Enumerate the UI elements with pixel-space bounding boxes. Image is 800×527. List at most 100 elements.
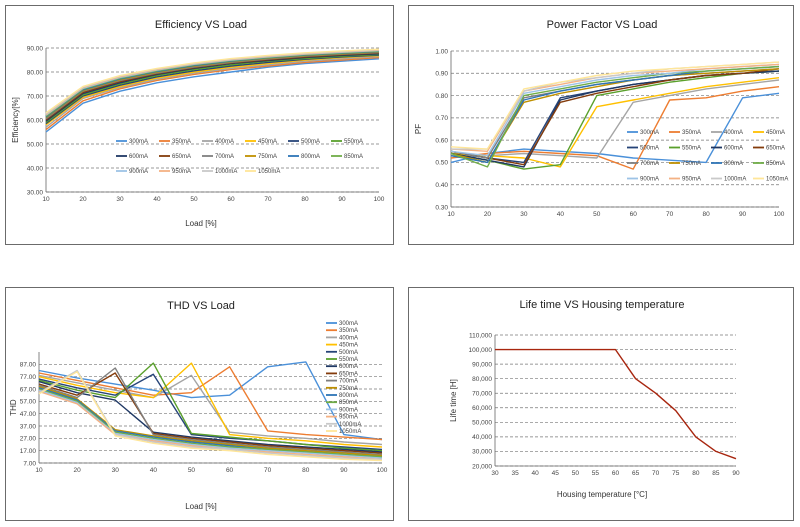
legend-label: 300mA — [339, 321, 358, 327]
chart-title: Efficiency VS Load — [155, 19, 247, 31]
series-line — [38, 372, 383, 454]
x-tick-label: 70 — [666, 211, 674, 218]
y-tick-label: 90,000 — [472, 361, 492, 368]
x-tick-label: 65 — [632, 470, 640, 477]
legend-label: 800mA — [339, 393, 358, 399]
legend-label: 850mA — [344, 154, 363, 160]
x-tick-label: 30 — [112, 467, 120, 474]
lifetime-chart-panel: Life time VS Housing temperature 20,000 30… — [408, 287, 794, 521]
legend-label: 450mA — [258, 139, 277, 145]
y-tick-label: 0.50 — [435, 160, 448, 167]
y-tick-label: 40,000 — [472, 434, 492, 441]
y-tick-label: 30.00 — [27, 189, 44, 196]
y-tick-label: 60,000 — [472, 405, 492, 412]
legend-label: 750mA — [682, 161, 701, 167]
x-tick-label: 45 — [552, 470, 560, 477]
x-tick-label: 90 — [732, 470, 740, 477]
x-tick-label: 100 — [374, 196, 385, 203]
legend-label: 600mA — [724, 146, 743, 152]
legend-label: 550mA — [339, 357, 358, 363]
y-tick-label: 0.40 — [435, 182, 448, 189]
chart-title: Life time VS Housing temperature — [519, 299, 684, 311]
x-tick-label: 90 — [739, 211, 747, 218]
x-tick-label: 20 — [73, 467, 81, 474]
y-tick-label: 0.80 — [435, 93, 448, 100]
legend-label: 700mA — [215, 154, 234, 160]
x-tick-label: 40 — [532, 470, 540, 477]
x-tick-label: 80 — [301, 196, 309, 203]
x-axis-label: Load [%] — [185, 502, 217, 511]
legend-label: 750mA — [339, 386, 358, 392]
y-tick-label: 37.00 — [20, 423, 37, 430]
x-tick-label: 10 — [447, 211, 455, 218]
legend-label: 950mA — [172, 169, 191, 175]
legend-label: 650mA — [339, 371, 358, 377]
x-axis-label: Load [%] — [185, 219, 217, 228]
series-line — [38, 388, 383, 458]
x-tick-label: 35 — [511, 470, 519, 477]
x-tick-label: 100 — [377, 467, 388, 474]
series-line — [450, 77, 780, 168]
y-axis-label: Efficiency[%] — [11, 97, 20, 143]
x-tick-label: 100 — [774, 211, 785, 218]
legend-label: 750mA — [258, 154, 277, 160]
x-tick-label: 10 — [42, 196, 50, 203]
y-tick-label: 20,000 — [472, 463, 492, 470]
legend-label: 300mA — [129, 139, 148, 145]
legend-label: 900mA — [640, 177, 659, 183]
y-tick-label: 50.00 — [27, 141, 44, 148]
x-tick-label: 50 — [190, 196, 198, 203]
y-tick-label: 0.70 — [435, 115, 448, 122]
legend-label: 350mA — [682, 130, 701, 136]
series-line — [451, 79, 780, 159]
legend-label: 1000mA — [215, 169, 237, 175]
series-line — [450, 68, 780, 166]
x-tick-label: 40 — [153, 196, 161, 203]
legend-label: 350mA — [172, 139, 191, 145]
legend-label: 500mA — [640, 146, 659, 152]
y-tick-label: 57.00 — [20, 399, 37, 406]
legend-label: 650mA — [766, 146, 785, 152]
legend-label: 400mA — [724, 130, 743, 136]
x-tick-label: 70 — [264, 196, 272, 203]
legend-label: 650mA — [172, 154, 191, 160]
series-line — [450, 70, 780, 170]
x-tick-label: 55 — [592, 470, 600, 477]
x-tick-label: 10 — [35, 467, 43, 474]
x-tick-label: 50 — [593, 211, 601, 218]
y-tick-label: 27.00 — [20, 436, 37, 443]
legend-label: 950mA — [339, 415, 358, 421]
series-line — [450, 65, 780, 168]
y-tick-label: 80.00 — [27, 69, 44, 76]
y-tick-label: 60.00 — [27, 117, 44, 124]
legend-label: 600mA — [129, 154, 148, 160]
x-tick-label: 60 — [630, 211, 638, 218]
x-tick-label: 30 — [491, 470, 499, 477]
x-tick-label: 60 — [226, 467, 234, 474]
legend-label: 1000mA — [339, 422, 361, 428]
x-tick-label: 85 — [712, 470, 720, 477]
x-tick-label: 20 — [484, 211, 492, 218]
series-line — [38, 362, 383, 452]
x-tick-label: 40 — [557, 211, 565, 218]
thd-chart-panel: THD VS Load 7.00 17.00 27.00 37.00 47.00 57.00… — [5, 287, 394, 521]
y-tick-label: 40.00 — [27, 165, 44, 172]
legend-label: 1000mA — [724, 177, 746, 183]
x-tick-label: 50 — [572, 470, 580, 477]
y-tick-label: 100,000 — [469, 347, 493, 354]
x-tick-label: 40 — [150, 467, 158, 474]
legend-label: 900mA — [339, 407, 358, 413]
series-line — [45, 56, 380, 131]
y-tick-label: 0.60 — [435, 137, 448, 144]
legend-label: 700mA — [640, 161, 659, 167]
chart-title: Power Factor VS Load — [547, 19, 658, 31]
y-axis-label: Life time [H] — [449, 379, 458, 422]
efficiency-chart: Efficiency VS Load 30.00 40.00 50.00 60.00 70… — [11, 19, 385, 228]
x-tick-label: 70 — [652, 470, 660, 477]
power-factor-chart: Power Factor VS Load 0.30 0.40 0.50 0.60 0.70… — [414, 19, 788, 218]
y-tick-label: 0.90 — [435, 71, 448, 78]
legend-label: 1050mA — [339, 429, 361, 435]
y-tick-label: 80,000 — [472, 376, 492, 383]
y-tick-label: 90.00 — [27, 45, 44, 52]
lifetime-chart: Life time VS Housing temperature 20,00030… — [449, 299, 740, 499]
